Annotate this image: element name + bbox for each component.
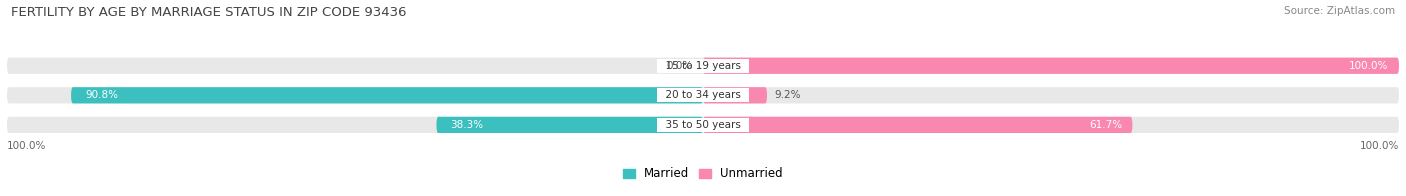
FancyBboxPatch shape bbox=[703, 58, 1399, 74]
Text: FERTILITY BY AGE BY MARRIAGE STATUS IN ZIP CODE 93436: FERTILITY BY AGE BY MARRIAGE STATUS IN Z… bbox=[11, 6, 406, 19]
Text: 100.0%: 100.0% bbox=[1360, 142, 1399, 152]
Legend: Married, Unmarried: Married, Unmarried bbox=[619, 163, 787, 185]
FancyBboxPatch shape bbox=[7, 87, 1399, 103]
Text: 100.0%: 100.0% bbox=[7, 142, 46, 152]
Text: 9.2%: 9.2% bbox=[773, 90, 800, 100]
Text: 90.8%: 90.8% bbox=[84, 90, 118, 100]
Text: 35 to 50 years: 35 to 50 years bbox=[659, 120, 747, 130]
Text: 38.3%: 38.3% bbox=[450, 120, 484, 130]
FancyBboxPatch shape bbox=[703, 117, 1132, 133]
FancyBboxPatch shape bbox=[7, 117, 1399, 133]
Text: 15 to 19 years: 15 to 19 years bbox=[659, 61, 747, 71]
FancyBboxPatch shape bbox=[436, 117, 703, 133]
Text: 100.0%: 100.0% bbox=[1350, 61, 1389, 71]
Text: 61.7%: 61.7% bbox=[1088, 120, 1122, 130]
FancyBboxPatch shape bbox=[7, 58, 1399, 74]
Text: Source: ZipAtlas.com: Source: ZipAtlas.com bbox=[1284, 6, 1395, 16]
Text: 20 to 34 years: 20 to 34 years bbox=[659, 90, 747, 100]
FancyBboxPatch shape bbox=[703, 87, 768, 103]
FancyBboxPatch shape bbox=[72, 87, 703, 103]
Text: 0.0%: 0.0% bbox=[666, 61, 693, 71]
